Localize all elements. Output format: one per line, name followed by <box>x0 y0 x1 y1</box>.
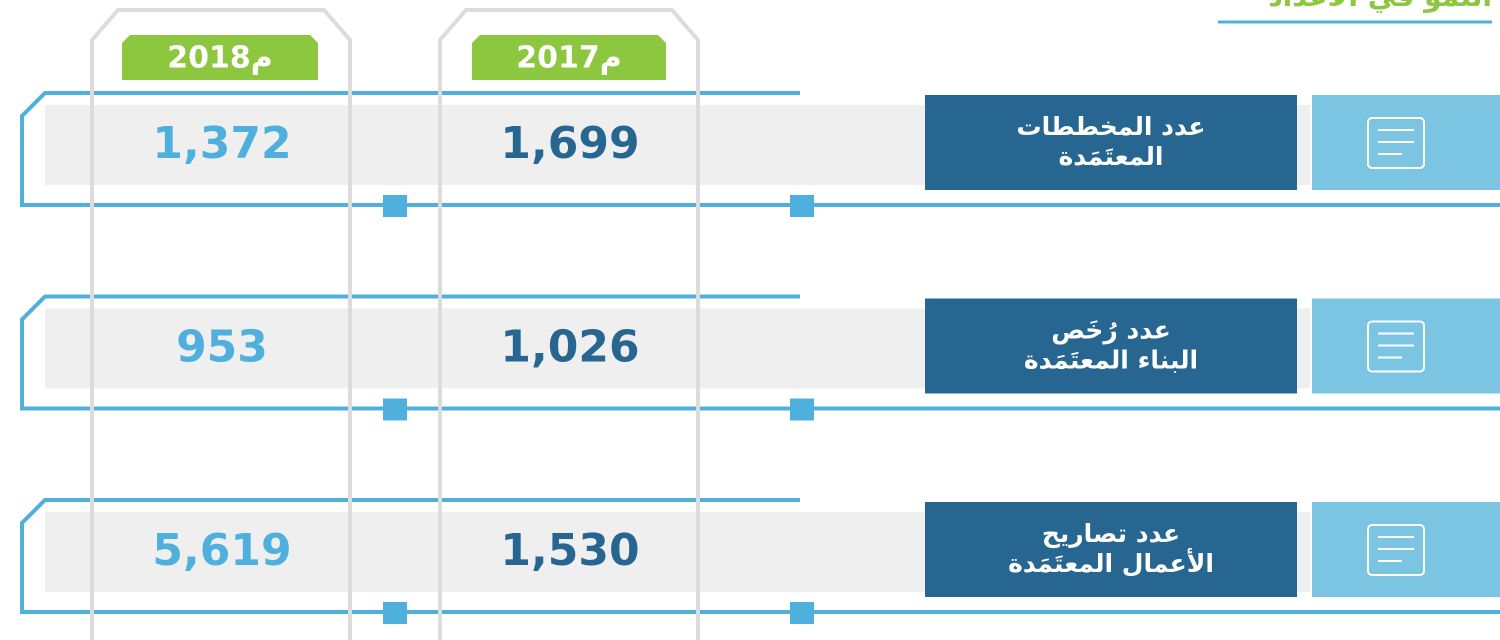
value: 5,619 <box>152 525 291 576</box>
marker <box>790 398 814 421</box>
icon-shape <box>1367 524 1425 576</box>
frame <box>20 294 1500 411</box>
icon <box>1367 524 1425 576</box>
label-box <box>925 95 1297 190</box>
row-label: المعتَمَدة <box>1059 142 1164 171</box>
year-tag <box>122 35 318 80</box>
title: النمو في الأعداد <box>1268 0 1492 13</box>
value: 1,699 <box>500 118 639 169</box>
icon-shape <box>1378 332 1414 359</box>
icon-shape <box>1367 117 1425 169</box>
column-2018 <box>90 8 352 640</box>
columns <box>90 8 700 640</box>
row-label: الأعمال المعتَمَدة <box>1008 548 1214 578</box>
icon-shape <box>1378 129 1414 155</box>
row-label: عدد المخططات <box>1016 112 1205 141</box>
label-box <box>925 502 1297 597</box>
marker <box>383 398 407 421</box>
icon <box>1367 117 1425 169</box>
icon-shape <box>1378 536 1414 562</box>
marker <box>383 602 407 624</box>
year-label: 2017م <box>516 41 622 76</box>
frame <box>20 91 1500 207</box>
marker <box>790 195 814 217</box>
column-2017 <box>438 8 700 640</box>
year-tag <box>472 35 666 80</box>
label-box <box>925 298 1297 394</box>
icon <box>1367 320 1425 373</box>
row-label: عدد تصاريح <box>1042 519 1180 549</box>
row-label: عدد رُخَص <box>1051 316 1171 345</box>
marker <box>383 195 407 217</box>
value: 953 <box>176 322 268 373</box>
value: 1,530 <box>500 525 639 576</box>
frame <box>20 498 1500 614</box>
value: 1,026 <box>500 322 639 373</box>
value: 1,372 <box>152 118 291 169</box>
marker <box>790 602 814 624</box>
year-label: 2018م <box>167 41 273 76</box>
icon-shape <box>1367 320 1425 373</box>
row-label: البناء المعتَمَدة <box>1024 346 1198 375</box>
